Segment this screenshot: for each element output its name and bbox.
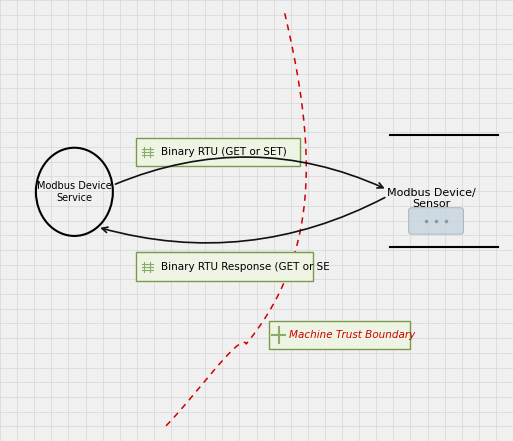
Text: Modbus Device
Service: Modbus Device Service bbox=[37, 181, 112, 202]
Text: Modbus Device/
Sensor: Modbus Device/ Sensor bbox=[386, 188, 476, 209]
FancyBboxPatch shape bbox=[408, 208, 464, 234]
FancyBboxPatch shape bbox=[269, 321, 410, 349]
Text: Binary RTU (GET or SET): Binary RTU (GET or SET) bbox=[161, 147, 286, 157]
FancyBboxPatch shape bbox=[136, 138, 300, 166]
Text: Binary RTU Response (GET or SE: Binary RTU Response (GET or SE bbox=[161, 262, 329, 272]
FancyBboxPatch shape bbox=[136, 252, 313, 281]
Text: Machine Trust Boundary: Machine Trust Boundary bbox=[289, 330, 415, 340]
